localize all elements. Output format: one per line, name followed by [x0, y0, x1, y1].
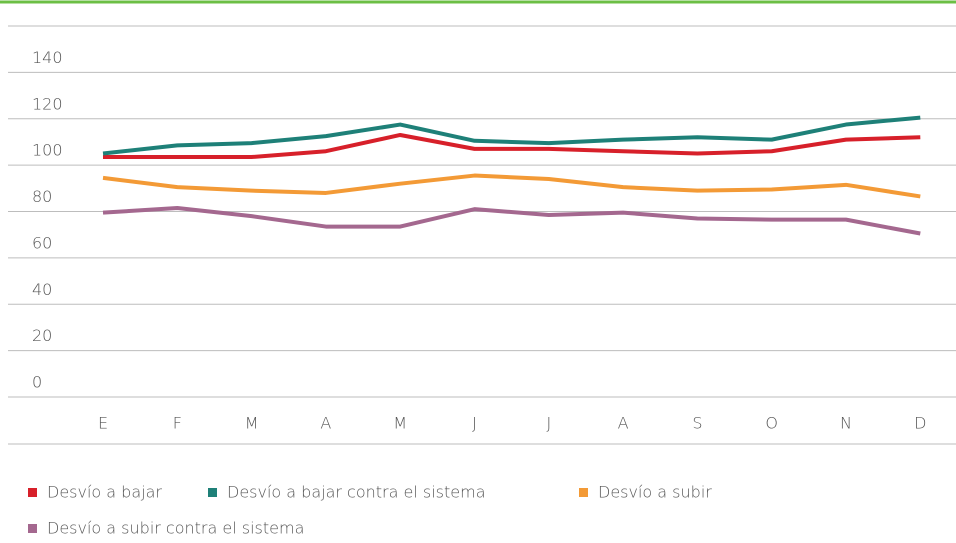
y-tick-label: 20 [32, 326, 52, 345]
series-line [102, 115, 921, 156]
x-tick-label: N [840, 414, 852, 433]
x-tick-label: M [393, 414, 407, 433]
legend-label: Desvío a subir contra el sistema [47, 519, 304, 538]
series-line [102, 206, 921, 236]
y-tick-label: 120 [32, 94, 63, 113]
x-tick-label: J [546, 414, 551, 433]
x-tick-label: S [692, 414, 702, 433]
y-tick-label: 100 [32, 141, 63, 160]
y-tick-label: 80 [32, 187, 52, 206]
legend-label: Desvío a bajar contra el sistema [227, 483, 486, 502]
legend-label: Desvío a subir [598, 483, 712, 502]
x-tick-label: D [914, 414, 926, 433]
x-tick-label: O [765, 414, 778, 433]
series-line [102, 173, 921, 199]
y-tick-label: 40 [32, 280, 52, 299]
legend-swatch [28, 524, 37, 533]
y-tick-label: 0 [32, 373, 42, 392]
x-tick-label: A [618, 414, 629, 433]
legend-swatch [208, 488, 217, 497]
x-tick-label: F [173, 414, 182, 433]
series-line [103, 132, 921, 160]
y-tick-label: 140 [32, 48, 63, 67]
x-tick-label: E [98, 414, 108, 433]
x-tick-label: M [245, 414, 259, 433]
legend-label: Desvío a bajar [47, 483, 162, 502]
legend-swatch [579, 488, 588, 497]
x-tick-label: A [320, 414, 331, 433]
y-tick-label: 60 [32, 233, 52, 252]
x-tick-label: J [472, 414, 477, 433]
legend-swatch [28, 488, 37, 497]
